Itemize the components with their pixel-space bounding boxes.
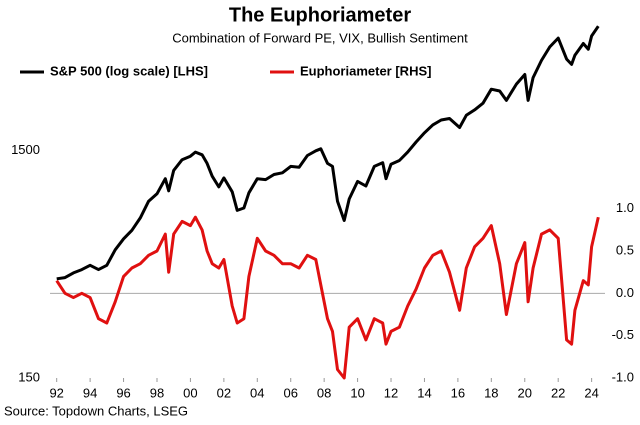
x-tick-label: 06 xyxy=(283,385,297,400)
x-tick-label: 20 xyxy=(518,385,532,400)
y-tick-label: 150 xyxy=(18,369,40,384)
x-tick-label: 08 xyxy=(317,385,331,400)
x-tick-label: 18 xyxy=(484,385,498,400)
x-tick-label: 22 xyxy=(551,385,565,400)
y2-tick-label: -0.5 xyxy=(612,327,634,342)
y2-tick-label: 1.0 xyxy=(616,200,634,215)
x-tick-label: 94 xyxy=(83,385,97,400)
x-tick-label: 16 xyxy=(451,385,465,400)
y2-tick-label: -1.0 xyxy=(612,369,634,384)
x-tick-label: 92 xyxy=(49,385,63,400)
series-line xyxy=(56,25,600,281)
x-tick-label: 24 xyxy=(584,385,598,400)
y2-tick-label: 0.5 xyxy=(616,242,634,257)
x-tick-label: 96 xyxy=(116,385,130,400)
legend-label: S&P 500 (log scale) [LHS] xyxy=(50,63,208,78)
source-note: Source: Topdown Charts, LSEG xyxy=(4,403,188,418)
x-tick-label: 10 xyxy=(350,385,364,400)
series-line xyxy=(55,215,600,380)
x-tick-label: 98 xyxy=(150,385,164,400)
chart-subtitle: Combination of Forward PE, VIX, Bullish … xyxy=(172,30,468,45)
y-tick-label: 1500 xyxy=(11,142,40,157)
x-tick-label: 04 xyxy=(250,385,264,400)
y2-tick-label: 0.0 xyxy=(616,285,634,300)
x-tick-label: 14 xyxy=(417,385,431,400)
x-tick-label: 02 xyxy=(217,385,231,400)
chart-title: The Euphoriameter xyxy=(229,4,411,26)
legend-label: Euphoriameter [RHS] xyxy=(300,63,431,78)
x-tick-label: 00 xyxy=(183,385,197,400)
x-tick-label: 12 xyxy=(384,385,398,400)
